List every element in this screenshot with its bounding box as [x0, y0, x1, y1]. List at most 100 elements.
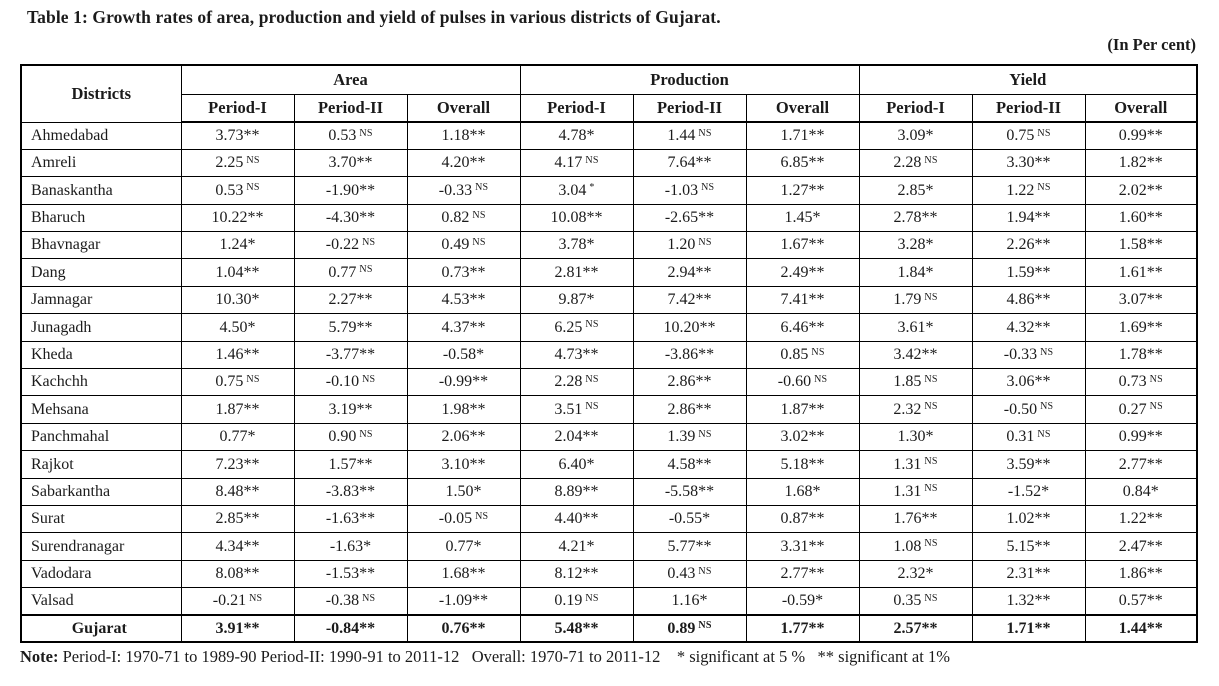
- value-cell: 2.31**: [971, 559, 1086, 589]
- unit-label: (In Per cent): [1107, 35, 1196, 54]
- significance-marker: NS: [814, 373, 828, 385]
- value-cell: 2.57**: [858, 614, 973, 643]
- district-cell: Kheda: [20, 340, 182, 370]
- value-cell: 3.09*: [858, 121, 973, 150]
- subheader-production-overall: Overall: [745, 93, 860, 123]
- significance-marker: NS: [585, 154, 599, 166]
- subheader-area-period2: Period-II: [293, 93, 408, 123]
- value-cell: 1.24*: [180, 231, 295, 260]
- value-cell: 0.87**: [745, 504, 860, 534]
- value-cell: 3.02**: [745, 422, 860, 452]
- significance-marker: NS: [585, 592, 599, 604]
- value-cell: 2.04**: [519, 422, 634, 452]
- value-cell: 1.68*: [745, 477, 860, 506]
- significance-marker: NS: [1037, 182, 1051, 194]
- significance-marker: NS: [585, 401, 599, 413]
- value-cell: 1.85 NS: [858, 368, 973, 397]
- table-header: Districts Area Production Yield Period-I…: [20, 64, 1198, 123]
- value-cell: -0.22 NS: [293, 231, 408, 260]
- value-cell: 3.19**: [293, 395, 408, 424]
- value-cell: 1.27**: [745, 176, 860, 205]
- value-cell: 6.25 NS: [519, 313, 634, 342]
- value-cell: 3.42**: [858, 340, 973, 370]
- value-cell: 1.44**: [1084, 614, 1198, 643]
- significance-marker: NS: [924, 456, 938, 468]
- value-cell: 0.75 NS: [971, 121, 1086, 150]
- value-cell: 2.26**: [971, 231, 1086, 260]
- district-cell: Rajkot: [20, 450, 182, 479]
- district-cell: Bhavnagar: [20, 231, 182, 260]
- significance-marker: NS: [698, 620, 712, 632]
- value-cell: 1.76**: [858, 504, 973, 534]
- significance-marker: NS: [698, 565, 712, 577]
- value-cell: 2.86**: [632, 368, 747, 397]
- table-row: Surendranagar 4.34** -1.63* 0.77* 4.21* 5.77*…: [20, 532, 1198, 561]
- value-cell: 3.70**: [293, 148, 408, 178]
- value-cell: 2.32 NS: [858, 395, 973, 424]
- table-row: Sabarkantha 8.48** -3.83** 1.50* 8.89** -5.58…: [20, 477, 1198, 506]
- value-cell: -0.84**: [293, 614, 408, 643]
- districts-header: Districts: [20, 64, 182, 123]
- group-header-row: Districts Area Production Yield: [20, 64, 1198, 123]
- value-cell: 4.37**: [406, 313, 521, 342]
- value-cell: 3.28*: [858, 231, 973, 260]
- value-cell: 10.22**: [180, 203, 295, 233]
- total-row: Gujarat 3.91** -0.84** 0.76** 5.48** 0.89 NS 1.…: [20, 614, 1198, 643]
- significance-marker: NS: [585, 373, 599, 385]
- value-cell: 1.69**: [1084, 313, 1198, 342]
- value-cell: 3.04 *: [519, 176, 634, 205]
- value-cell: 2.47**: [1084, 532, 1198, 561]
- sub-header-row: Period-I Period-II Overall Period-I Peri…: [21, 93, 1198, 123]
- value-cell: 0.99**: [1084, 422, 1198, 452]
- value-cell: 4.32**: [971, 313, 1086, 342]
- significance-marker: NS: [1040, 346, 1054, 358]
- value-cell: -4.30**: [293, 203, 408, 233]
- value-cell: 5.48**: [519, 614, 634, 643]
- significance-marker: NS: [701, 182, 715, 194]
- value-cell: 4.34**: [180, 532, 295, 561]
- significance-marker: NS: [246, 182, 260, 194]
- value-cell: 6.85**: [745, 148, 860, 178]
- significance-marker: NS: [924, 538, 938, 550]
- value-cell: -2.65**: [632, 203, 747, 233]
- significance-marker: NS: [362, 592, 376, 604]
- district-cell: Kachchh: [20, 368, 182, 397]
- value-cell: 7.64**: [632, 148, 747, 178]
- value-cell: 4.78*: [519, 121, 634, 150]
- significance-marker: NS: [924, 291, 938, 303]
- value-cell: 10.30*: [180, 285, 295, 315]
- value-cell: 0.76**: [406, 614, 521, 643]
- value-cell: 3.78*: [519, 231, 634, 260]
- value-cell: 3.30**: [971, 148, 1086, 178]
- table-body: Ahmedabad 3.73** 0.53 NS 1.18** 4.78* 1.44 NS 1.…: [20, 121, 1198, 643]
- district-cell: Amreli: [20, 148, 182, 178]
- value-cell: 1.20 NS: [632, 231, 747, 260]
- subheader-production-period2: Period-II: [632, 93, 747, 123]
- value-cell: 0.35 NS: [858, 587, 973, 616]
- value-cell: 1.59**: [971, 258, 1086, 287]
- district-cell: Banaskantha: [20, 176, 182, 205]
- growth-rates-table: Districts Area Production Yield Period-I…: [20, 64, 1199, 644]
- value-cell: 5.15**: [971, 532, 1086, 561]
- district-cell: Bharuch: [20, 203, 182, 233]
- value-cell: -3.77**: [293, 340, 408, 370]
- footnote: Note: Period-I: 1970-71 to 1989-90 Perio…: [20, 647, 1196, 667]
- table-row: Valsad -0.21 NS -0.38 NS -1.09** 0.19 NS 1.16* -0…: [20, 587, 1198, 616]
- significance-marker: NS: [246, 373, 260, 385]
- value-cell: 1.67**: [745, 231, 860, 260]
- table-row: Vadodara 8.08** -1.53** 1.68** 8.12** 0.43 NS 2…: [20, 559, 1198, 589]
- district-cell: Valsad: [20, 587, 182, 616]
- significance-marker: NS: [924, 401, 938, 413]
- district-cell: Vadodara: [20, 559, 182, 589]
- significance-marker: NS: [698, 236, 712, 248]
- significance-marker: NS: [475, 182, 489, 194]
- value-cell: 2.77**: [745, 559, 860, 589]
- table-title: Table 1: Growth rates of area, productio…: [27, 7, 721, 27]
- group-header-yield: Yield: [858, 64, 1198, 95]
- value-cell: 1.44 NS: [632, 121, 747, 150]
- value-cell: 0.82 NS: [406, 203, 521, 233]
- value-cell: 2.78**: [858, 203, 973, 233]
- value-cell: 2.86**: [632, 395, 747, 424]
- value-cell: 6.40*: [519, 450, 634, 479]
- significance-marker: NS: [1037, 127, 1051, 139]
